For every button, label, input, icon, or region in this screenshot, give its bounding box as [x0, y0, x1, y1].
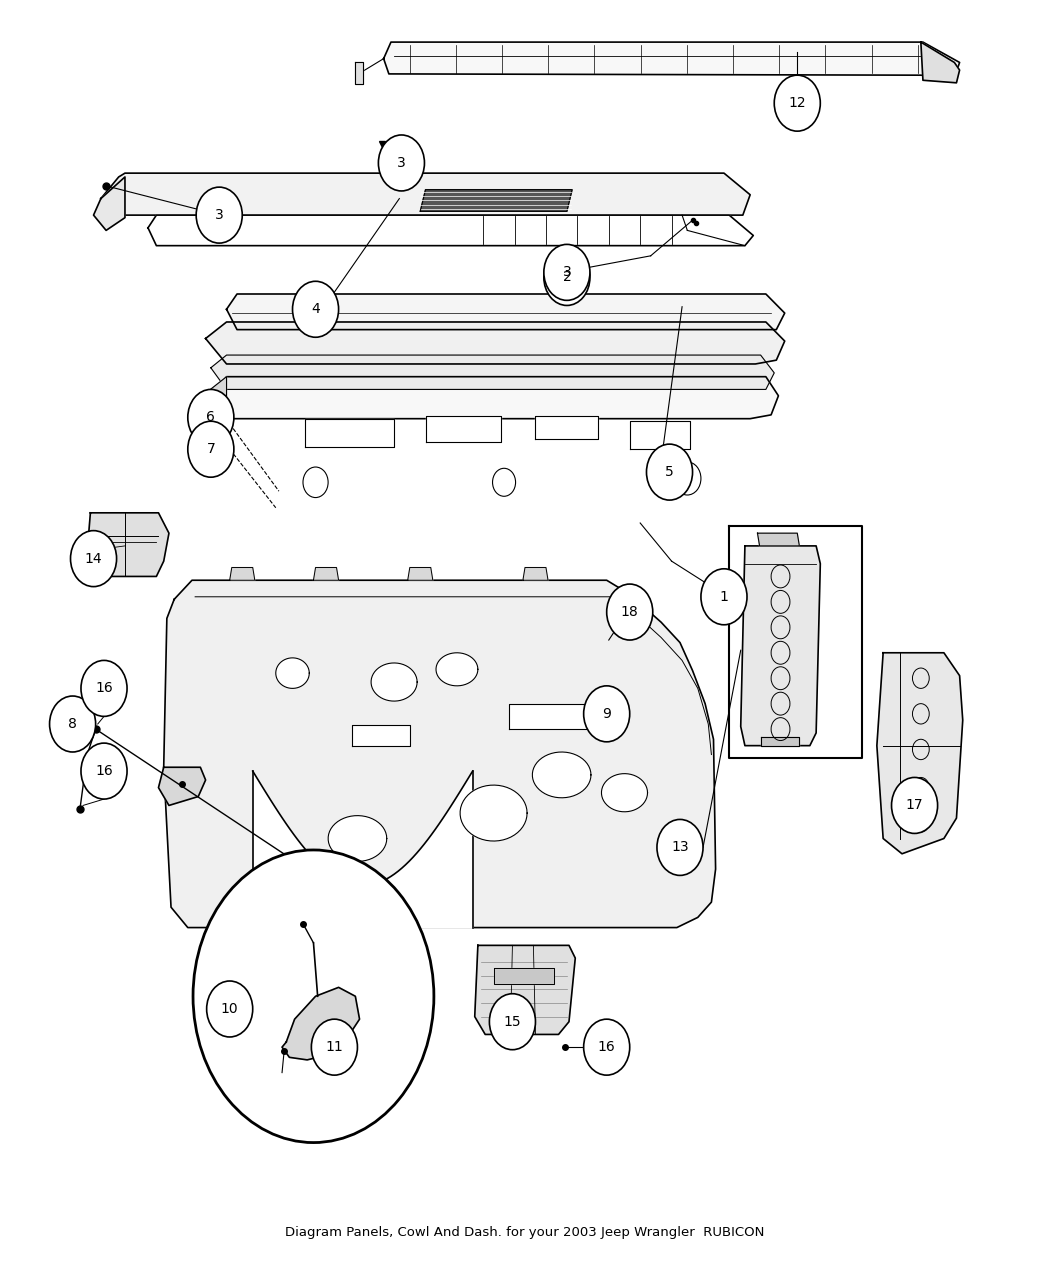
Text: Diagram Panels, Cowl And Dash. for your 2003 Jeep Wrangler  RUBICON: Diagram Panels, Cowl And Dash. for your … — [286, 1227, 764, 1239]
Polygon shape — [740, 546, 820, 746]
Circle shape — [70, 530, 117, 586]
Polygon shape — [314, 567, 338, 580]
Text: 10: 10 — [220, 1002, 238, 1016]
Polygon shape — [757, 533, 799, 546]
Circle shape — [49, 696, 96, 752]
Polygon shape — [101, 173, 750, 215]
Text: 2: 2 — [563, 270, 571, 284]
Circle shape — [81, 743, 127, 799]
Polygon shape — [475, 945, 575, 1034]
Circle shape — [196, 187, 243, 244]
Circle shape — [584, 686, 630, 742]
Text: 6: 6 — [207, 411, 215, 425]
Polygon shape — [760, 737, 799, 746]
Text: 11: 11 — [326, 1040, 343, 1054]
Polygon shape — [630, 421, 691, 449]
Circle shape — [607, 584, 653, 640]
Polygon shape — [436, 653, 478, 686]
Circle shape — [312, 1019, 357, 1075]
Polygon shape — [329, 816, 386, 862]
Polygon shape — [602, 774, 648, 812]
Polygon shape — [159, 768, 206, 806]
Text: 7: 7 — [207, 442, 215, 456]
Text: 3: 3 — [397, 156, 405, 170]
Polygon shape — [148, 215, 753, 246]
Polygon shape — [460, 785, 527, 842]
Circle shape — [657, 820, 704, 876]
Circle shape — [544, 250, 590, 306]
Polygon shape — [206, 376, 778, 418]
Polygon shape — [206, 376, 227, 418]
Polygon shape — [383, 42, 960, 78]
Text: 12: 12 — [789, 96, 806, 110]
Text: 1: 1 — [719, 590, 729, 604]
Text: 3: 3 — [215, 208, 224, 222]
Circle shape — [188, 421, 234, 477]
Circle shape — [293, 282, 338, 338]
Polygon shape — [425, 416, 501, 441]
Circle shape — [544, 245, 590, 301]
Polygon shape — [371, 663, 417, 701]
Circle shape — [489, 993, 536, 1049]
Text: 3: 3 — [563, 265, 571, 279]
Polygon shape — [227, 295, 784, 330]
Polygon shape — [206, 323, 784, 363]
Text: 16: 16 — [96, 681, 113, 695]
Text: 18: 18 — [621, 606, 638, 620]
Text: 4: 4 — [311, 302, 320, 316]
Polygon shape — [355, 62, 362, 84]
Circle shape — [891, 778, 938, 834]
Circle shape — [774, 75, 820, 131]
Circle shape — [647, 444, 693, 500]
Polygon shape — [87, 513, 169, 576]
Polygon shape — [282, 987, 359, 1060]
Circle shape — [193, 850, 434, 1142]
Polygon shape — [407, 567, 433, 580]
Polygon shape — [164, 580, 716, 928]
Text: 15: 15 — [504, 1015, 521, 1029]
Circle shape — [584, 1019, 630, 1075]
Polygon shape — [420, 190, 572, 212]
Circle shape — [81, 660, 127, 717]
Circle shape — [188, 389, 234, 445]
Polygon shape — [523, 567, 548, 580]
Polygon shape — [536, 416, 598, 439]
Polygon shape — [877, 653, 963, 854]
Polygon shape — [276, 658, 310, 688]
Text: 16: 16 — [597, 1040, 615, 1054]
Text: 16: 16 — [96, 764, 113, 778]
Circle shape — [378, 135, 424, 191]
Text: 13: 13 — [671, 840, 689, 854]
Circle shape — [207, 980, 253, 1037]
Polygon shape — [532, 752, 591, 798]
Text: 8: 8 — [68, 717, 77, 731]
Text: 5: 5 — [665, 465, 674, 479]
Circle shape — [701, 569, 747, 625]
Text: 9: 9 — [603, 706, 611, 720]
Text: 17: 17 — [906, 798, 923, 812]
Polygon shape — [509, 704, 598, 729]
Polygon shape — [921, 42, 960, 83]
Polygon shape — [211, 354, 774, 389]
Polygon shape — [306, 418, 394, 446]
Polygon shape — [494, 968, 554, 983]
Text: 14: 14 — [85, 552, 102, 566]
Polygon shape — [93, 177, 125, 231]
Polygon shape — [230, 567, 255, 580]
Polygon shape — [352, 725, 410, 746]
